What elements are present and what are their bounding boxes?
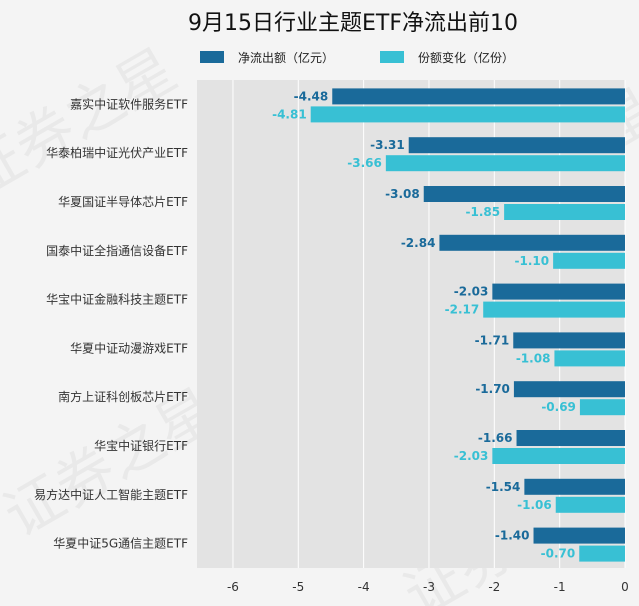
- x-tick-label: -4: [358, 580, 370, 594]
- bar-share-change: [554, 350, 625, 367]
- bar-net-outflow: [492, 283, 625, 300]
- chart-title: 9月15日行业主题ETF净流出前10: [188, 11, 518, 36]
- bar-net-outflow: [423, 186, 625, 202]
- data-label-share-change: -1.10: [515, 254, 550, 268]
- bar-net-outflow: [513, 332, 625, 349]
- bar-share-change: [579, 399, 625, 416]
- bar-share-change: [483, 301, 625, 318]
- bar-net-outflow: [332, 88, 625, 105]
- bar-net-outflow: [533, 527, 625, 544]
- x-tick-label: -6: [227, 580, 239, 594]
- x-axis-ticks: -6 -5 -4 -3 -2 -1 0: [227, 580, 629, 594]
- value-labels: -4.48 -4.81 -3.31 -3.66 -3.08 -1.85 -2.84 -1.10…: [272, 89, 576, 560]
- data-label-net-outflow: -4.48: [294, 89, 329, 103]
- data-label-net-outflow: -1.40: [495, 529, 530, 543]
- data-label-net-outflow: -2.03: [454, 285, 489, 299]
- data-label-net-outflow: -1.54: [486, 480, 521, 494]
- data-label-net-outflow: -1.71: [475, 333, 510, 347]
- category-label: 华宝中证金融科技主题ETF: [46, 292, 188, 307]
- bar-share-change: [492, 448, 625, 464]
- legend-label-share-change: 份额变化（亿份）: [418, 50, 514, 65]
- bar-share-change: [553, 252, 625, 269]
- bar-net-outflow: [516, 430, 625, 446]
- legend-swatch-net-outflow: [200, 51, 224, 63]
- data-label-net-outflow: -3.31: [370, 138, 405, 152]
- x-tick-label: -1: [554, 580, 566, 594]
- category-label: 华泰柏瑞中证光伏产业ETF: [46, 145, 188, 160]
- data-label-share-change: -2.17: [445, 303, 480, 317]
- category-label: 华宝中证银行ETF: [94, 438, 188, 453]
- category-label: 南方上证科创板芯片ETF: [58, 389, 188, 404]
- data-label-share-change: -3.66: [347, 156, 382, 170]
- data-label-share-change: -0.70: [541, 547, 576, 561]
- bar-net-outflow: [439, 234, 625, 251]
- category-label: 国泰中证全指通信设备ETF: [46, 243, 188, 258]
- category-label: 嘉实中证软件服务ETF: [70, 96, 188, 111]
- data-label-net-outflow: -2.84: [401, 236, 436, 250]
- data-label-net-outflow: -3.08: [385, 187, 420, 201]
- bar-share-change: [385, 155, 625, 172]
- data-label-share-change: -1.08: [516, 351, 551, 365]
- data-label-share-change: -4.81: [272, 107, 307, 121]
- category-label: 华夏中证5G通信主题ETF: [53, 536, 188, 551]
- data-label-net-outflow: -1.70: [475, 382, 510, 396]
- bars: [310, 88, 625, 562]
- data-label-share-change: -1.06: [517, 498, 552, 512]
- data-label-net-outflow: -1.66: [478, 431, 513, 445]
- data-label-share-change: -1.85: [466, 205, 501, 219]
- legend-label-net-outflow: 净流出额（亿元）: [238, 50, 334, 65]
- bar-share-change: [504, 204, 625, 220]
- legend: 净流出额（亿元） 份额变化（亿份）: [200, 50, 514, 65]
- legend-swatch-share-change: [380, 51, 404, 63]
- category-label: 华夏国证半导体芯片ETF: [58, 195, 188, 209]
- category-label: 华夏中证动漫游戏ETF: [70, 340, 188, 355]
- data-label-share-change: -2.03: [454, 449, 489, 463]
- x-tick-label: -2: [488, 580, 500, 594]
- data-label-share-change: -0.69: [541, 400, 576, 414]
- bar-share-change: [555, 496, 625, 513]
- x-tick-label: 0: [621, 580, 629, 594]
- bar-net-outflow: [524, 478, 625, 495]
- bar-net-outflow: [408, 137, 625, 154]
- x-tick-label: -3: [423, 580, 435, 594]
- category-label: 易方达中证人工智能主题ETF: [34, 487, 188, 502]
- watermark-text: 证券之星: [0, 35, 187, 210]
- bar-net-outflow: [513, 381, 625, 398]
- category-labels: 嘉实中证软件服务ETF 华泰柏瑞中证光伏产业ETF 华夏国证半导体芯片ETF 国泰中证…: [34, 96, 188, 550]
- x-tick-label: -5: [292, 580, 304, 594]
- bar-share-change: [579, 545, 625, 562]
- bar-share-change: [310, 106, 625, 123]
